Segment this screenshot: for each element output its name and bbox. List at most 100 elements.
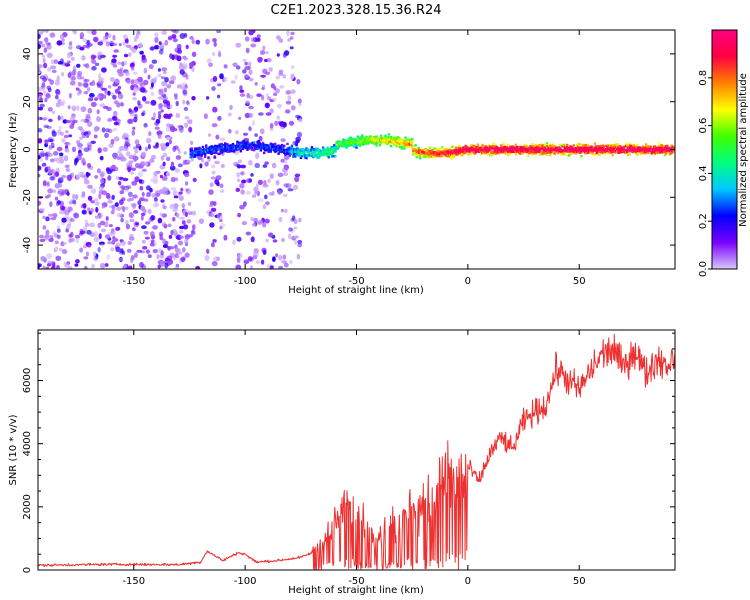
heatmap-cell bbox=[80, 119, 86, 123]
heatmap-cell bbox=[290, 31, 295, 36]
heatmap-cell bbox=[97, 73, 102, 79]
heatmap-cell bbox=[87, 30, 92, 34]
heatmap-cell bbox=[433, 147, 436, 150]
heatmap-cell bbox=[125, 206, 129, 210]
heatmap-cell bbox=[405, 145, 408, 148]
heatmap-cell bbox=[107, 175, 112, 181]
heatmap-cell bbox=[627, 149, 630, 152]
heatmap-cell bbox=[54, 246, 59, 252]
heatmap-cell bbox=[646, 144, 649, 148]
heatmap-cell bbox=[266, 57, 272, 63]
heatmap-cell bbox=[375, 144, 378, 147]
heatmap-cell bbox=[212, 256, 219, 262]
heatmap-cell bbox=[256, 147, 259, 150]
heatmap-cell bbox=[120, 217, 124, 223]
heatmap-cell bbox=[39, 97, 43, 103]
heatmap-cell bbox=[318, 149, 321, 152]
heatmap-cell bbox=[199, 163, 203, 169]
heatmap-cell bbox=[474, 151, 477, 154]
heatmap-y-tick-label: -40 bbox=[22, 237, 33, 253]
heatmap-cell bbox=[38, 155, 41, 160]
heatmap-cell bbox=[271, 162, 277, 169]
heatmap-cell bbox=[584, 143, 588, 147]
heatmap-cell bbox=[158, 113, 162, 120]
heatmap-cell bbox=[148, 64, 154, 70]
heatmap-cell bbox=[250, 146, 254, 150]
heatmap-cell bbox=[538, 146, 541, 150]
heatmap-cell bbox=[184, 252, 190, 258]
heatmap-cell bbox=[75, 87, 80, 91]
heatmap-cell bbox=[41, 54, 46, 58]
heatmap-cell bbox=[279, 85, 285, 89]
heatmap-cell bbox=[74, 234, 81, 239]
heatmap-cell bbox=[110, 247, 115, 252]
heatmap-cell bbox=[246, 140, 249, 144]
heatmap-cell bbox=[543, 146, 546, 149]
heatmap-cell bbox=[569, 152, 572, 155]
heatmap-cell bbox=[86, 43, 90, 49]
heatmap-cell bbox=[291, 155, 295, 158]
heatmap-cell bbox=[371, 137, 374, 140]
heatmap-cell bbox=[107, 200, 113, 204]
heatmap-cell bbox=[352, 137, 355, 141]
snr-y-axis-label: SNR (10 * v/v) bbox=[8, 414, 19, 485]
heatmap-cell bbox=[356, 135, 359, 138]
heatmap-cell bbox=[291, 105, 296, 111]
heatmap-cell bbox=[67, 174, 73, 181]
heatmap-cell bbox=[49, 79, 54, 85]
heatmap-cell bbox=[289, 260, 293, 264]
heatmap-cell bbox=[607, 151, 610, 155]
heatmap-cell bbox=[77, 81, 82, 86]
colorbar-tick-label: 0.2 bbox=[698, 213, 709, 229]
heatmap-cell bbox=[665, 152, 668, 155]
heatmap-cell bbox=[288, 154, 291, 157]
heatmap-cell bbox=[85, 251, 89, 257]
heatmap-cell bbox=[104, 33, 109, 40]
heatmap-cell bbox=[591, 152, 594, 155]
heatmap-cell bbox=[528, 151, 531, 155]
heatmap-cell bbox=[162, 96, 169, 101]
heatmap-x-tick-label: 0 bbox=[465, 276, 471, 287]
heatmap-cell bbox=[86, 163, 92, 168]
heatmap-cell bbox=[262, 45, 266, 51]
heatmap-cell bbox=[240, 189, 245, 195]
heatmap-cell bbox=[111, 58, 117, 63]
heatmap-cell bbox=[140, 214, 144, 221]
heatmap-cell bbox=[524, 143, 528, 147]
heatmap-cell bbox=[214, 178, 220, 185]
heatmap-cell bbox=[154, 37, 159, 43]
heatmap-cell bbox=[288, 233, 292, 240]
heatmap-cell bbox=[126, 166, 132, 171]
heatmap-cell bbox=[481, 143, 484, 147]
heatmap-cell bbox=[491, 153, 494, 156]
heatmap-cell bbox=[647, 151, 650, 154]
heatmap-cell bbox=[241, 147, 245, 150]
colorbar-label: Normalized spectral amplitude bbox=[738, 73, 749, 227]
heatmap-cell bbox=[184, 116, 190, 120]
heatmap-cell bbox=[84, 79, 90, 82]
heatmap-cell bbox=[131, 167, 136, 171]
heatmap-cell bbox=[473, 145, 476, 149]
heatmap-cell bbox=[251, 37, 256, 43]
heatmap-cell bbox=[90, 200, 96, 204]
heatmap-cell bbox=[159, 262, 164, 268]
heatmap-cell bbox=[79, 247, 84, 253]
heatmap-cell bbox=[297, 243, 303, 248]
heatmap-cell bbox=[76, 91, 81, 96]
heatmap-cell bbox=[407, 145, 411, 149]
heatmap-cell bbox=[76, 63, 81, 68]
heatmap-cell bbox=[259, 128, 265, 135]
heatmap-cell bbox=[102, 94, 107, 99]
snr-series-line bbox=[38, 333, 675, 570]
heatmap-cell bbox=[58, 126, 63, 130]
heatmap-cell bbox=[42, 215, 46, 219]
heatmap-cell bbox=[299, 156, 303, 159]
heatmap-cell bbox=[38, 173, 41, 178]
heatmap-cell bbox=[68, 134, 73, 138]
heatmap-cell bbox=[658, 142, 661, 146]
heatmap-cell bbox=[147, 143, 151, 150]
heatmap-cell bbox=[265, 149, 268, 152]
heatmap-cell bbox=[58, 248, 63, 251]
heatmap-cell bbox=[282, 74, 287, 79]
heatmap-cell bbox=[251, 223, 257, 227]
